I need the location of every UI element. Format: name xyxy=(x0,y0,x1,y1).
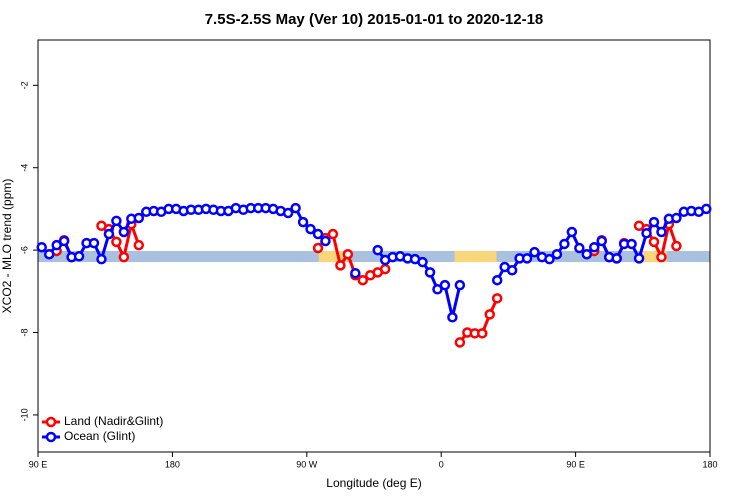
series-point xyxy=(133,212,145,224)
series-point xyxy=(648,216,660,228)
series-point xyxy=(432,284,443,295)
series-point xyxy=(379,263,391,275)
series-point xyxy=(529,246,540,258)
land-band-segment xyxy=(318,250,348,263)
y-tick-label: -10 xyxy=(19,408,29,421)
x-tick-label: 90 E xyxy=(29,459,48,469)
series-point xyxy=(454,337,466,348)
series-point xyxy=(656,226,667,238)
series-point xyxy=(133,239,145,251)
series-point xyxy=(312,242,324,254)
series-point xyxy=(118,226,130,238)
series-point xyxy=(633,253,645,264)
series-point xyxy=(424,267,436,278)
series-point xyxy=(73,251,85,262)
series-point xyxy=(312,228,324,240)
legend-label: Land (Nadir&Glint) xyxy=(64,414,163,428)
series-point xyxy=(521,253,533,264)
x-tick-label: 180 xyxy=(702,459,717,469)
series-point xyxy=(111,236,122,248)
series-point xyxy=(701,203,712,215)
series-point xyxy=(574,242,585,254)
series-point xyxy=(626,238,637,250)
series-point xyxy=(51,239,62,251)
series-point xyxy=(491,274,503,286)
y-tick-label: -4 xyxy=(19,164,29,172)
series-point xyxy=(641,227,652,239)
series-point xyxy=(297,216,309,228)
series-point xyxy=(111,215,122,227)
series-line xyxy=(40,205,707,318)
series-point xyxy=(103,228,115,240)
legend-marker xyxy=(45,431,57,443)
series-point xyxy=(327,228,339,240)
series-point xyxy=(671,240,682,252)
x-tick-label: 0 xyxy=(439,459,444,469)
series-point xyxy=(96,253,107,265)
series-point xyxy=(484,309,495,320)
series-point xyxy=(282,207,294,219)
chart-title: 7.5S-2.5S May (Ver 10) 2015-01-01 to 202… xyxy=(205,11,544,28)
series-point xyxy=(477,328,488,339)
series-point xyxy=(439,279,451,291)
series-point xyxy=(36,241,47,253)
series-point xyxy=(491,293,503,304)
series-point xyxy=(454,279,466,291)
series-point xyxy=(43,248,55,260)
series-point xyxy=(290,202,301,214)
x-axis-label: Longitude (deg E) xyxy=(326,476,421,490)
y-tick-label: -2 xyxy=(19,81,29,89)
series-point xyxy=(611,253,622,264)
series-point xyxy=(566,226,578,238)
series-point xyxy=(357,274,369,286)
series-point xyxy=(335,260,346,271)
land-band-segment xyxy=(454,250,497,263)
series-point xyxy=(596,235,607,247)
land-band-segment xyxy=(639,250,667,263)
series-point xyxy=(372,244,383,256)
y-tick-label: -8 xyxy=(19,329,29,337)
x-tick-label: 90 E xyxy=(566,459,585,469)
series-point xyxy=(589,241,600,253)
series-point xyxy=(581,248,593,260)
series-point xyxy=(506,265,518,276)
series-point xyxy=(417,256,428,268)
x-tick-label: 90 W xyxy=(296,459,318,469)
legend-marker xyxy=(45,416,57,428)
series-point xyxy=(671,212,682,224)
series-point xyxy=(544,253,555,265)
series-point xyxy=(118,251,130,263)
series-point xyxy=(551,248,563,260)
surface-band xyxy=(38,250,710,263)
series-point xyxy=(350,267,361,279)
series-point xyxy=(648,236,660,248)
legend-label: Ocean (Glint) xyxy=(64,429,135,443)
x-tick-label: 180 xyxy=(165,459,180,469)
series-point xyxy=(447,312,458,323)
series-point xyxy=(320,235,331,247)
series-point xyxy=(656,251,667,263)
y-axis-label: XCO2 - MLO trend (ppm) xyxy=(0,179,14,314)
series-point xyxy=(559,238,570,250)
series-point xyxy=(88,237,100,249)
series-point xyxy=(305,223,316,235)
series-point xyxy=(58,235,70,247)
y-tick-label: -6 xyxy=(19,246,29,254)
series-point xyxy=(342,248,354,260)
